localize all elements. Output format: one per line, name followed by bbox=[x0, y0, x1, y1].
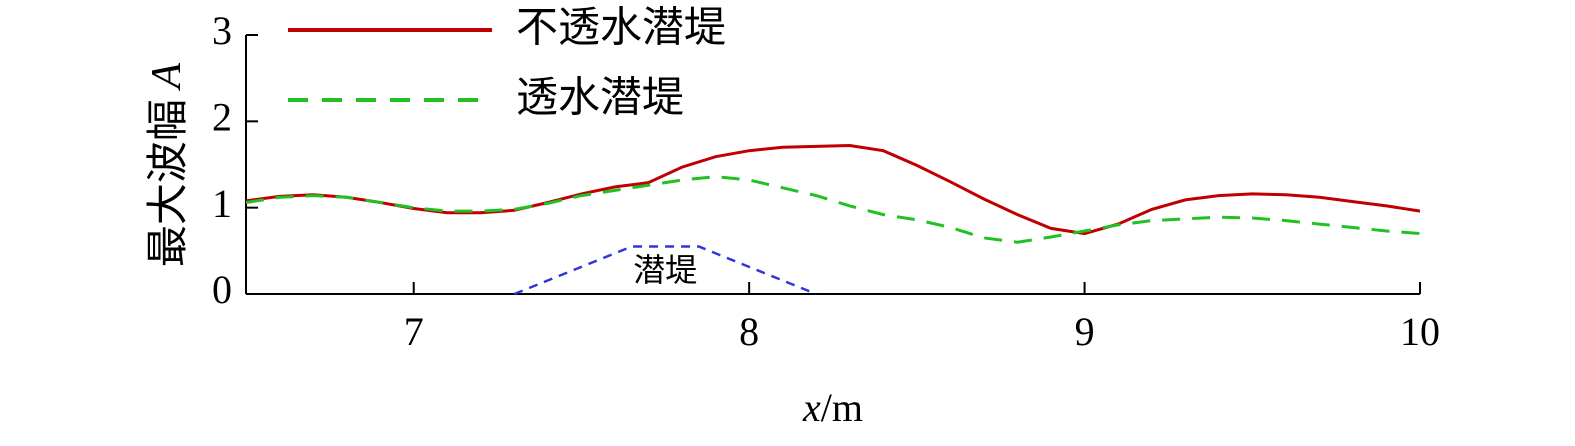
legend-label: 透水潜堤 bbox=[516, 73, 684, 122]
y-tick-label: 3 bbox=[212, 8, 232, 53]
line bbox=[245, 175, 1421, 244]
x-tick-label: 9 bbox=[1075, 309, 1095, 354]
y-axis-label: 最大波幅 A bbox=[143, 63, 192, 268]
y-tick-label: 0 bbox=[212, 267, 232, 312]
x-tick-label: 8 bbox=[739, 309, 759, 354]
x-tick-label: 7 bbox=[404, 309, 424, 354]
y-axis-label-var: A bbox=[144, 63, 190, 92]
x-tick-label: 10 bbox=[1400, 309, 1440, 354]
x-axis-label-unit: /m bbox=[821, 385, 863, 430]
line bbox=[245, 143, 1421, 236]
y-tick-label: 2 bbox=[212, 95, 232, 140]
y-axis-label-text: 最大波幅 bbox=[143, 99, 192, 267]
x-axis-label-var: x bbox=[802, 385, 821, 430]
legend-label: 不透水潜堤 bbox=[516, 3, 726, 52]
breakwater-label: 潜堤 bbox=[633, 251, 697, 289]
breakwater bbox=[513, 245, 817, 296]
x-axis-label: x/m bbox=[802, 385, 863, 430]
y-tick-label: 1 bbox=[212, 181, 232, 226]
